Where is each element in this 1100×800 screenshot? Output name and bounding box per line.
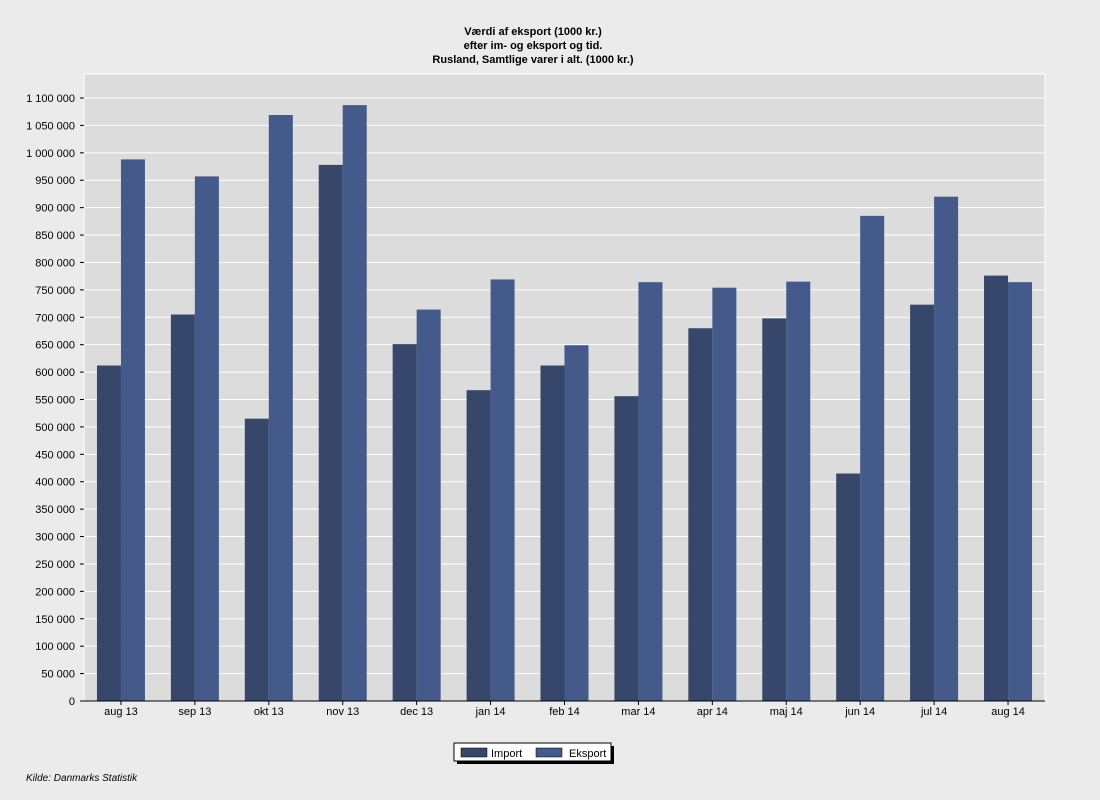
y-tick-label: 750 000 [35, 285, 75, 297]
bar-import-11 [910, 304, 935, 701]
x-tick-label: jul 14 [920, 706, 947, 718]
y-tick-label: 850 000 [35, 230, 75, 242]
x-tick-label: sep 13 [178, 706, 211, 718]
bar-eksport-4 [416, 309, 441, 701]
bar-eksport-3 [342, 105, 367, 702]
y-tick-label: 450 000 [35, 449, 75, 461]
y-tick-label: 900 000 [35, 203, 75, 215]
y-tick-label: 800 000 [35, 257, 75, 269]
bar-import-7 [614, 396, 639, 701]
bar-import-4 [392, 344, 417, 701]
bar-eksport-8 [712, 287, 737, 701]
bar-import-12 [984, 275, 1009, 701]
x-tick-label: jun 14 [844, 706, 875, 718]
x-tick-label: aug 13 [104, 706, 138, 718]
bar-eksport-11 [934, 196, 959, 701]
bar-eksport-12 [1008, 282, 1033, 701]
bar-eksport-10 [860, 215, 885, 702]
x-tick-label: feb 14 [549, 706, 580, 718]
y-tick-label: 0 [69, 696, 75, 708]
y-tick-label: 650 000 [35, 340, 75, 352]
chart-subtitle-1: efter im- og eksport og tid. [464, 40, 603, 52]
x-axis-ticks: aug 13 sep 13 okt 13 nov 13 dec 13 jan 14 feb … [104, 701, 1025, 718]
y-tick-label: 50 000 [41, 669, 75, 681]
chart-title: Værdi af eksport (1000 kr.) [464, 26, 602, 38]
y-tick-label: 950 000 [35, 175, 75, 187]
bar-import-0 [96, 365, 121, 701]
source-note: Kilde: Danmarks Statistik [26, 773, 138, 784]
bar-import-2 [244, 418, 269, 701]
legend-box [453, 742, 612, 762]
bar-eksport-1 [194, 176, 219, 701]
legend-label-eksport: Eksport [569, 748, 606, 760]
x-tick-label: jan 14 [475, 706, 506, 718]
bar-import-10 [836, 473, 861, 701]
y-tick-label: 1 050 000 [26, 120, 75, 132]
x-tick-label: mar 14 [621, 706, 655, 718]
bar-import-8 [688, 328, 713, 701]
x-tick-label: okt 13 [254, 706, 284, 718]
x-tick-label: maj 14 [770, 706, 803, 718]
bar-import-1 [170, 314, 195, 701]
chart-subtitle-2: Rusland, Samtlige varer i alt. (1000 kr.… [432, 54, 633, 66]
y-tick-label: 100 000 [35, 641, 75, 653]
y-tick-label: 200 000 [35, 586, 75, 598]
y-tick-label: 250 000 [35, 559, 75, 571]
x-tick-label: aug 14 [991, 706, 1025, 718]
y-tick-label: 350 000 [35, 504, 75, 516]
bar-eksport-5 [490, 279, 515, 701]
x-tick-label: dec 13 [400, 706, 433, 718]
legend-swatch-eksport [535, 747, 563, 758]
y-tick-label: 150 000 [35, 614, 75, 626]
bar-eksport-6 [564, 345, 589, 701]
bar-eksport-9 [786, 281, 811, 701]
y-tick-label: 550 000 [35, 395, 75, 407]
y-axis-ticks: 0 50 000 100 000 150 000 200 000 250 000 300 0… [26, 93, 84, 708]
y-tick-label: 300 000 [35, 532, 75, 544]
bar-import-9 [762, 318, 787, 701]
bar-import-5 [466, 390, 491, 701]
y-tick-label: 500 000 [35, 422, 75, 434]
legend: Import Eksport [453, 742, 614, 764]
bars [96, 105, 1033, 702]
y-tick-label: 600 000 [35, 367, 75, 379]
y-tick-label: 700 000 [35, 312, 75, 324]
x-tick-label: nov 13 [326, 706, 359, 718]
y-tick-label: 1 100 000 [26, 93, 75, 105]
bar-import-3 [318, 164, 343, 702]
bar-eksport-2 [268, 114, 293, 701]
y-tick-label: 1 000 000 [26, 148, 75, 160]
bar-eksport-0 [120, 159, 145, 701]
bar-eksport-7 [638, 282, 663, 701]
y-tick-label: 400 000 [35, 477, 75, 489]
bar-import-6 [540, 365, 565, 701]
x-tick-label: apr 14 [697, 706, 728, 718]
legend-label-import: Import [491, 748, 522, 760]
legend-swatch-import [460, 747, 488, 758]
